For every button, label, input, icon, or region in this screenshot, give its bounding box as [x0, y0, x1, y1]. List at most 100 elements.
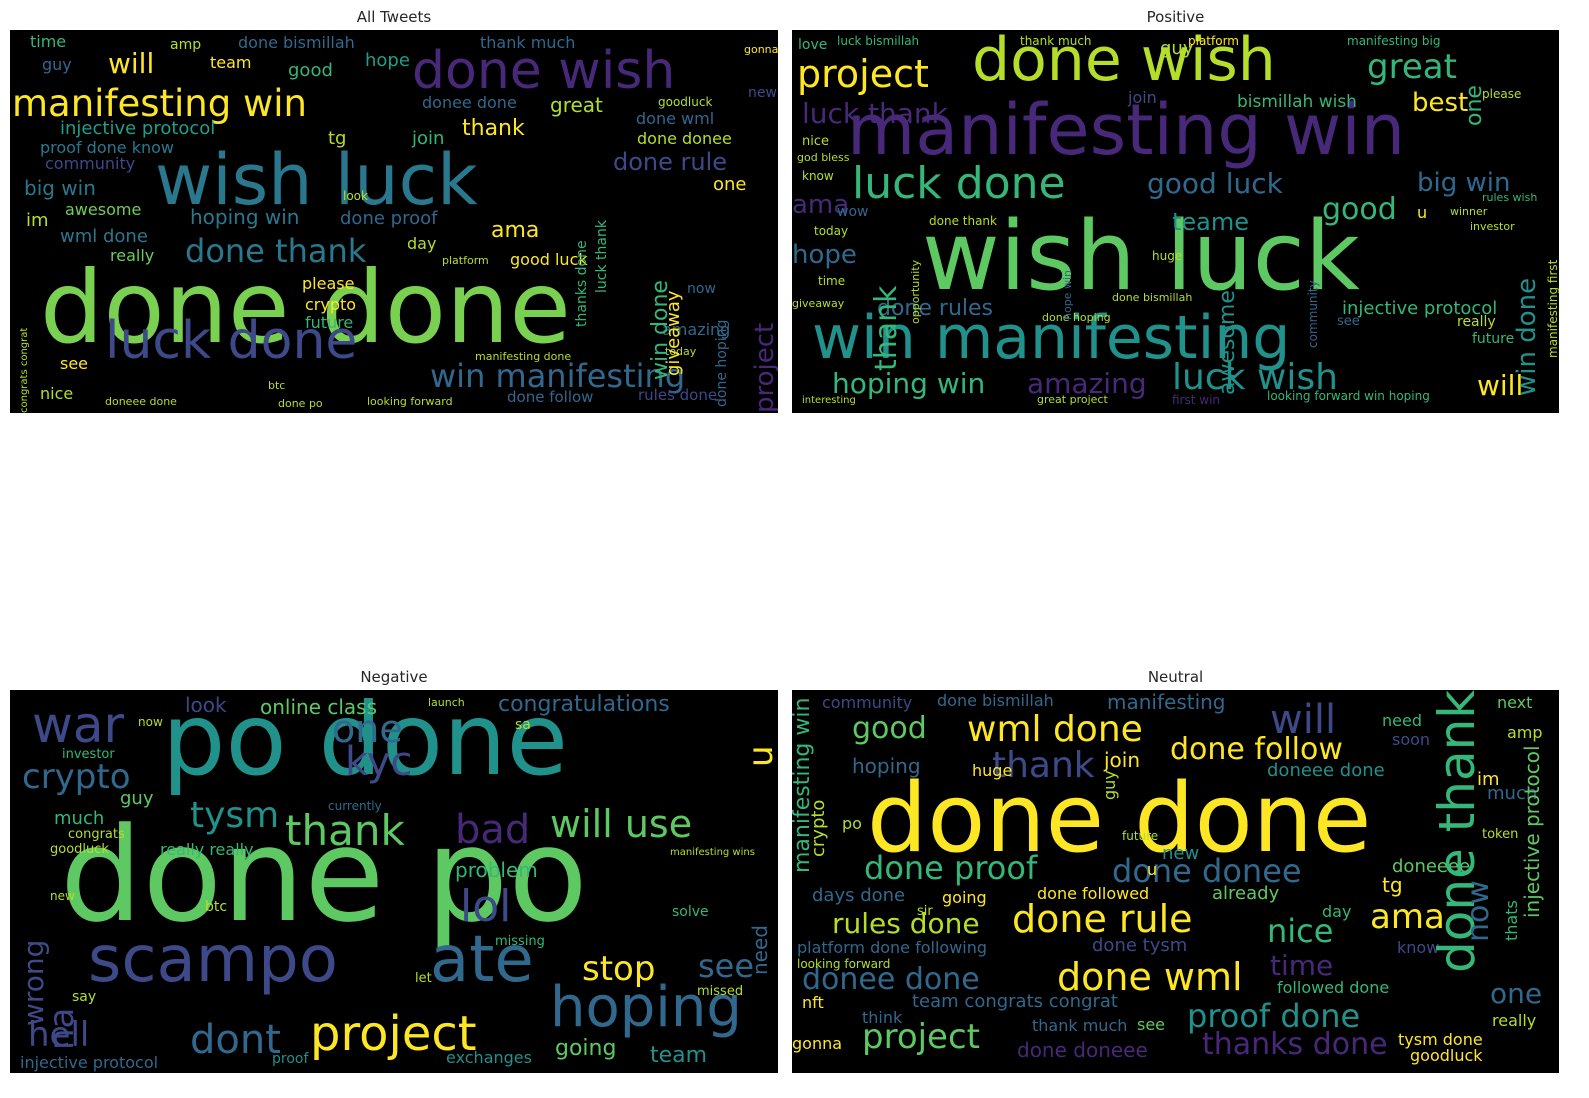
cloud-word: crypto: [305, 295, 357, 314]
cloud-word-vertical: awesome: [1215, 290, 1240, 395]
cloud-word: po done: [162, 690, 569, 798]
cloud-word: followed done: [1277, 978, 1390, 997]
cloud-word: future: [1122, 829, 1159, 843]
word-cloud: done po po done scampo ate war crypto one kyc ty…: [10, 690, 778, 1073]
cloud-word: wml done: [967, 709, 1143, 750]
cloud-word: nice: [1267, 912, 1334, 950]
cloud-word: war: [32, 696, 125, 754]
cloud-word: doneee done: [105, 395, 177, 408]
cloud-word: looking forward: [797, 957, 891, 971]
cloud-word: ama: [1370, 897, 1445, 937]
cloud-word: great: [550, 93, 603, 117]
cloud-word: thank much: [1020, 34, 1092, 48]
cloud-word: investor: [1470, 220, 1515, 233]
cloud-word: guy: [1160, 38, 1194, 59]
cloud-word: hope: [365, 50, 410, 71]
cloud-word: done wish: [412, 41, 676, 101]
cloud-word: good: [1322, 192, 1397, 227]
cloud-word: done bismillah: [937, 691, 1054, 710]
cloud-word: bismillah wish: [1237, 92, 1357, 112]
cloud-word: done followed: [1037, 884, 1150, 903]
cloud-word: done follow: [1170, 732, 1343, 767]
cloud-word: done done: [867, 764, 1372, 874]
cloud-word: done tysm: [1092, 935, 1188, 956]
cloud-word: po: [842, 814, 862, 833]
cloud-word: done rule: [1012, 897, 1193, 941]
cloud-word: first win: [1172, 393, 1221, 407]
cloud-word: good luck: [1147, 167, 1283, 200]
cloud-word: great: [1367, 47, 1457, 87]
cloud-word: done doneee: [1017, 1038, 1148, 1062]
cloud-word: solve: [672, 904, 709, 920]
cloud-word: please: [1482, 87, 1522, 101]
cloud-word: im: [1477, 769, 1500, 790]
cloud-word: great project: [1037, 393, 1108, 406]
cloud-word: hoping: [550, 975, 742, 1040]
cloud-word-vertical: na: [42, 1007, 82, 1050]
cloud-word: team congrats congrat: [912, 991, 1118, 1012]
cloud-word: thank much: [480, 33, 576, 52]
cloud-word: proof: [272, 1051, 309, 1067]
cloud-word: congrats: [68, 827, 125, 842]
cloud-word: much: [54, 808, 105, 829]
cloud-word: today: [665, 345, 697, 358]
panel-title: Neutral: [1147, 668, 1204, 686]
cloud-word-vertical: community: [1306, 280, 1320, 348]
cloud-word: done follow: [507, 388, 594, 406]
cloud-word: missing: [495, 934, 545, 949]
panel-positive: Positive manifesting win wish luck done wi…: [792, 7, 1559, 413]
cloud-word: donee done: [802, 962, 980, 997]
cloud-word: future: [305, 313, 354, 332]
cloud-word: good: [852, 711, 927, 746]
cloud-word: investor: [62, 747, 115, 762]
cloud-word: done done: [40, 249, 571, 366]
cloud-word: goodluck: [658, 95, 713, 109]
cloud-word: community: [822, 693, 913, 712]
cloud-word: see: [1137, 1015, 1166, 1034]
cloud-word: sir: [917, 904, 933, 919]
cloud-word: time: [30, 32, 67, 51]
cloud-word: one: [713, 174, 747, 195]
cloud-word: stop: [582, 949, 656, 989]
panel-title: Negative: [360, 668, 428, 686]
cloud-word: wow: [837, 204, 869, 220]
cloud-word: going: [942, 888, 987, 907]
cloud-word: done proof: [864, 849, 1038, 887]
cloud-word: interesting: [802, 395, 856, 406]
cloud-word-vertical: now: [1461, 880, 1496, 942]
cloud-word: u: [1147, 860, 1158, 879]
cloud-word: done bismillah: [1112, 291, 1193, 304]
cloud-word: token: [1482, 827, 1519, 842]
cloud-word: thank much: [1032, 1016, 1128, 1035]
cloud-word: done thank: [929, 214, 997, 228]
cloud-word: project: [310, 1006, 477, 1062]
cloud-word: manifesting big: [1347, 34, 1441, 48]
cloud-word: tysm: [190, 795, 280, 836]
cloud-word: see: [698, 947, 755, 985]
cloud-word: injective protocol: [60, 118, 216, 139]
cloud-word: luck thank: [802, 97, 948, 130]
cloud-word: soon: [1392, 730, 1431, 749]
cloud-word: donee done: [422, 93, 517, 112]
cloud-word-vertical: thats: [1502, 900, 1521, 941]
cloud-word: win manifesting: [430, 357, 686, 395]
cloud-word: know: [802, 169, 834, 183]
cloud-word: kyc: [345, 739, 413, 785]
cloud-word: done proof: [340, 208, 438, 229]
panel-negative: Negative done po po done scampo ate war crypt…: [10, 667, 778, 1073]
cloud-word: project: [862, 1017, 981, 1057]
cloud-word: done wish: [972, 30, 1276, 95]
cloud-word: gonna: [792, 1034, 843, 1053]
cloud-word: lol: [460, 881, 512, 932]
cloud-word: guy: [120, 788, 154, 809]
cloud-word: look: [343, 189, 368, 203]
cloud-word: wml done: [60, 226, 148, 247]
cloud-word: really really: [160, 840, 254, 859]
cloud-word: luck wish: [1172, 357, 1338, 398]
cloud-word: currently: [328, 799, 382, 813]
cloud-word: really: [1457, 314, 1496, 330]
cloud-word: amp: [1507, 723, 1543, 742]
cloud-word: today: [814, 224, 849, 238]
cloud-word: nice: [802, 134, 829, 149]
cloud-word: missed: [697, 984, 744, 999]
